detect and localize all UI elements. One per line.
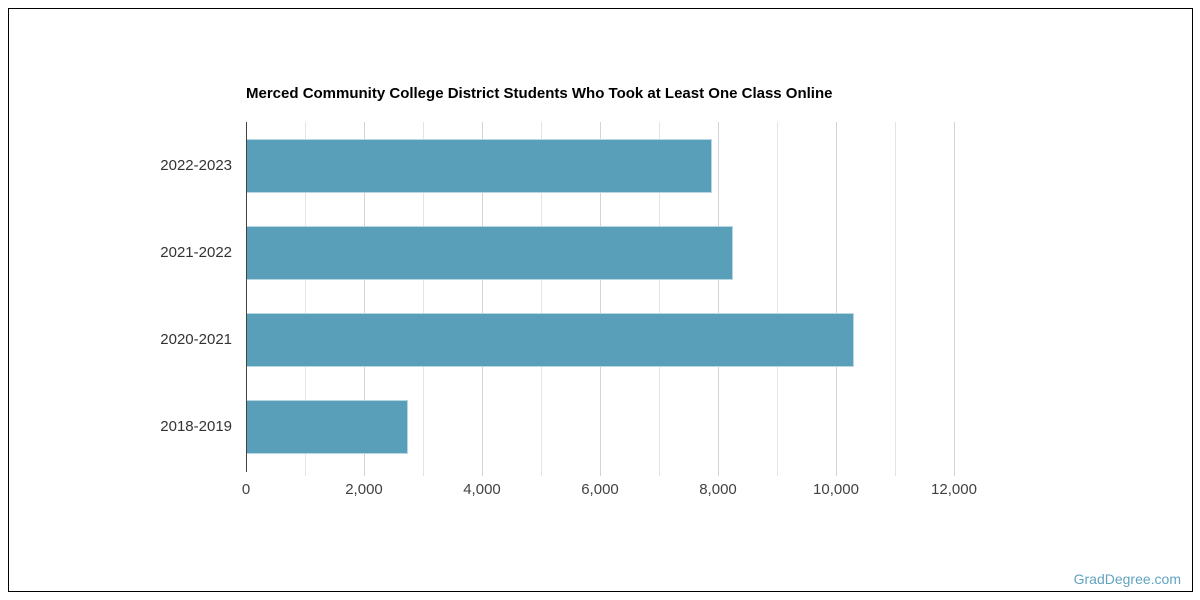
gridline [600,122,601,476]
plot-area [246,122,1013,476]
y-axis-line [246,122,247,472]
gridline [541,122,542,476]
bar-2018-2019[interactable] [246,400,408,454]
x-tick-label: 10,000 [813,481,859,498]
x-tick-label: 2,000 [345,481,383,498]
bar-2022-2023[interactable] [246,139,712,193]
y-tick-label: 2021-2022 [160,244,232,261]
gridline [777,122,778,476]
gridline [659,122,660,476]
y-tick-label: 2020-2021 [160,331,232,348]
watermark-link[interactable]: GradDegree.com [1073,571,1181,587]
y-tick-label: 2022-2023 [160,157,232,174]
gridline [718,122,719,476]
x-tick-label: 12,000 [931,481,977,498]
x-tick-label: 6,000 [581,481,619,498]
gridline [836,122,837,476]
bar-2020-2021[interactable] [246,313,854,367]
gridline [305,122,306,476]
y-tick-label: 2018-2019 [160,418,232,435]
gridline [895,122,896,476]
x-tick-label: 0 [241,481,251,498]
gridline [482,122,483,476]
chart-title: Merced Community College District Studen… [246,85,833,102]
gridline [364,122,365,476]
gridline [423,122,424,476]
x-tick-label: 8,000 [699,481,737,498]
x-tick-label: 4,000 [463,481,501,498]
bar-2021-2022[interactable] [246,226,733,280]
gridline [954,122,955,476]
